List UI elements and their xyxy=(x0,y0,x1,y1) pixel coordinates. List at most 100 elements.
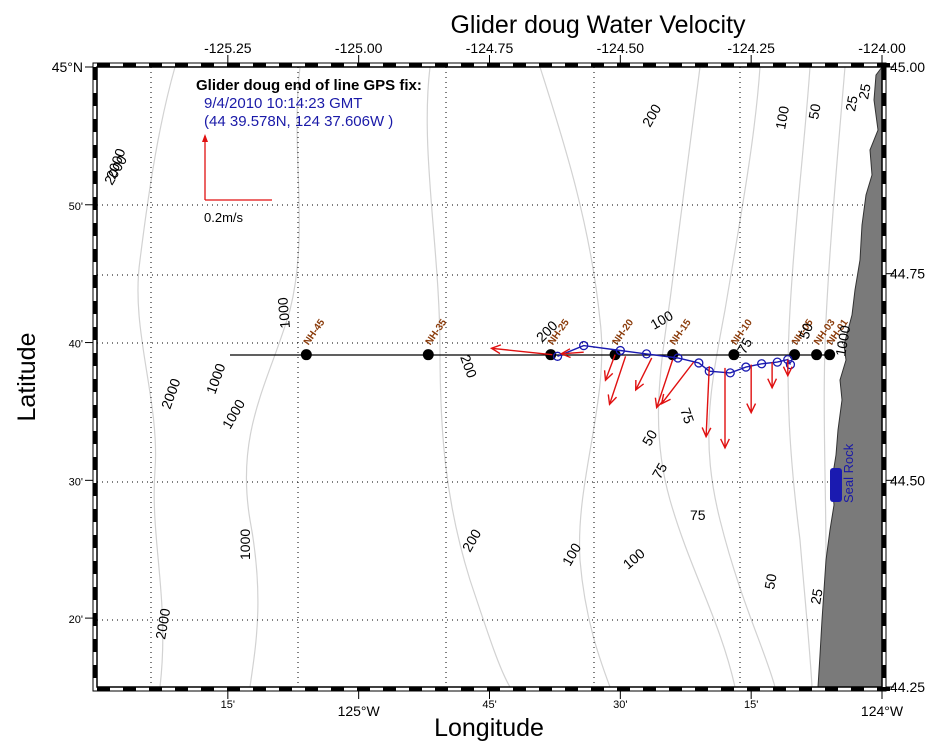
vector-shaft xyxy=(656,359,674,408)
left-tick-label: 20' xyxy=(69,614,83,626)
track-point xyxy=(615,345,625,356)
frame-segment xyxy=(93,353,97,366)
top-tick-label: -124.25 xyxy=(727,40,775,56)
frame-segment xyxy=(882,561,886,574)
station-marker xyxy=(422,349,434,361)
frame-segment xyxy=(93,613,97,626)
velocity-vector xyxy=(603,354,616,382)
frame-segment xyxy=(435,687,448,691)
frame-segment xyxy=(799,63,812,67)
frame-segment xyxy=(882,275,886,288)
frame-segment xyxy=(97,63,110,67)
frame-segment xyxy=(721,63,734,67)
frame-segment xyxy=(882,223,886,236)
contour-label: 25 xyxy=(807,587,825,605)
track-point xyxy=(772,357,782,367)
vector-head xyxy=(607,394,618,406)
vector-shaft xyxy=(661,361,695,405)
frame-segment xyxy=(305,687,318,691)
frame-segment xyxy=(565,687,578,691)
left-tick-label: 40' xyxy=(69,339,83,351)
frame-segment xyxy=(747,63,760,67)
left-tick-label: 50' xyxy=(69,201,83,213)
frame-segment xyxy=(877,63,890,67)
frame-segment xyxy=(799,687,812,691)
velocity-vector xyxy=(489,344,553,356)
frame-segment xyxy=(882,93,886,106)
frame-segment xyxy=(123,687,136,691)
frame-segment xyxy=(93,431,97,444)
frame-segment xyxy=(93,587,97,600)
frame-segment xyxy=(305,63,318,67)
frame-segment xyxy=(201,63,214,67)
track-point xyxy=(756,359,767,369)
frame-segment xyxy=(97,687,110,691)
bottom-tick-label: 15' xyxy=(221,699,235,711)
top-tick-label: -124.50 xyxy=(597,40,645,56)
frame-segment xyxy=(93,561,97,574)
frame-segment xyxy=(357,63,370,67)
frame-segment xyxy=(669,63,682,67)
scale-label: 0.2m/s xyxy=(204,210,244,225)
station-marker xyxy=(811,349,823,361)
track-point xyxy=(673,353,683,363)
vector-head xyxy=(660,393,671,405)
frame-segment xyxy=(279,63,292,67)
vector-shaft xyxy=(561,351,584,355)
frame-segment xyxy=(565,63,578,67)
frame-segment xyxy=(227,687,240,691)
vector-head xyxy=(767,378,778,390)
contour-label: 1000 xyxy=(832,324,853,358)
frame-segment xyxy=(175,63,188,67)
frame-segment xyxy=(882,431,886,444)
frame-segment xyxy=(882,587,886,600)
track-point xyxy=(741,362,751,372)
frame-segment xyxy=(93,301,97,314)
contour-label: 1000 xyxy=(237,529,253,560)
frame-segment xyxy=(882,67,886,80)
right-tick-label: 44.75 xyxy=(890,266,925,282)
contour-label: 50 xyxy=(761,572,779,590)
velocity-vector xyxy=(720,367,730,450)
frame-segment xyxy=(882,457,886,470)
frame-segment xyxy=(331,63,344,67)
frame-segment xyxy=(617,63,630,67)
contour-label: 50 xyxy=(805,102,823,120)
track-point xyxy=(552,351,563,361)
vector-head xyxy=(701,427,712,439)
bottom-tick-label: 124°W xyxy=(861,703,904,719)
frame-segment xyxy=(882,327,886,340)
frame-segment xyxy=(409,63,422,67)
frame-segment xyxy=(669,687,682,691)
top-tick-label: -124.00 xyxy=(858,40,906,56)
station-marker xyxy=(789,349,801,361)
frame-segment xyxy=(93,639,97,652)
frame-segment xyxy=(93,483,97,496)
frame-segment xyxy=(882,535,886,548)
frame-segment xyxy=(93,67,97,80)
vector-head xyxy=(559,348,571,359)
vector-head xyxy=(635,379,645,392)
contour-label: 50 xyxy=(796,321,816,341)
frame-segment xyxy=(93,275,97,288)
frame-segment xyxy=(149,687,162,691)
contour-label: 1000 xyxy=(274,296,293,329)
vector-head xyxy=(782,366,793,378)
contour-label: 2000 xyxy=(152,607,173,641)
contour-label: 75 xyxy=(677,406,697,426)
velocity-vector xyxy=(701,366,712,439)
frame-segment xyxy=(877,687,890,691)
frame-segment xyxy=(383,63,396,67)
grid-lines xyxy=(97,67,882,687)
vector-shaft xyxy=(604,354,616,381)
frame-segment xyxy=(227,63,240,67)
frame-segment xyxy=(539,687,552,691)
frame-segment xyxy=(773,63,786,67)
track-point xyxy=(785,359,796,370)
frame-segment xyxy=(253,687,266,691)
contour-label: 50 xyxy=(639,427,661,449)
contour-label: 100 xyxy=(772,105,792,131)
frame-segment xyxy=(93,405,97,418)
velocity-scale xyxy=(202,134,272,201)
